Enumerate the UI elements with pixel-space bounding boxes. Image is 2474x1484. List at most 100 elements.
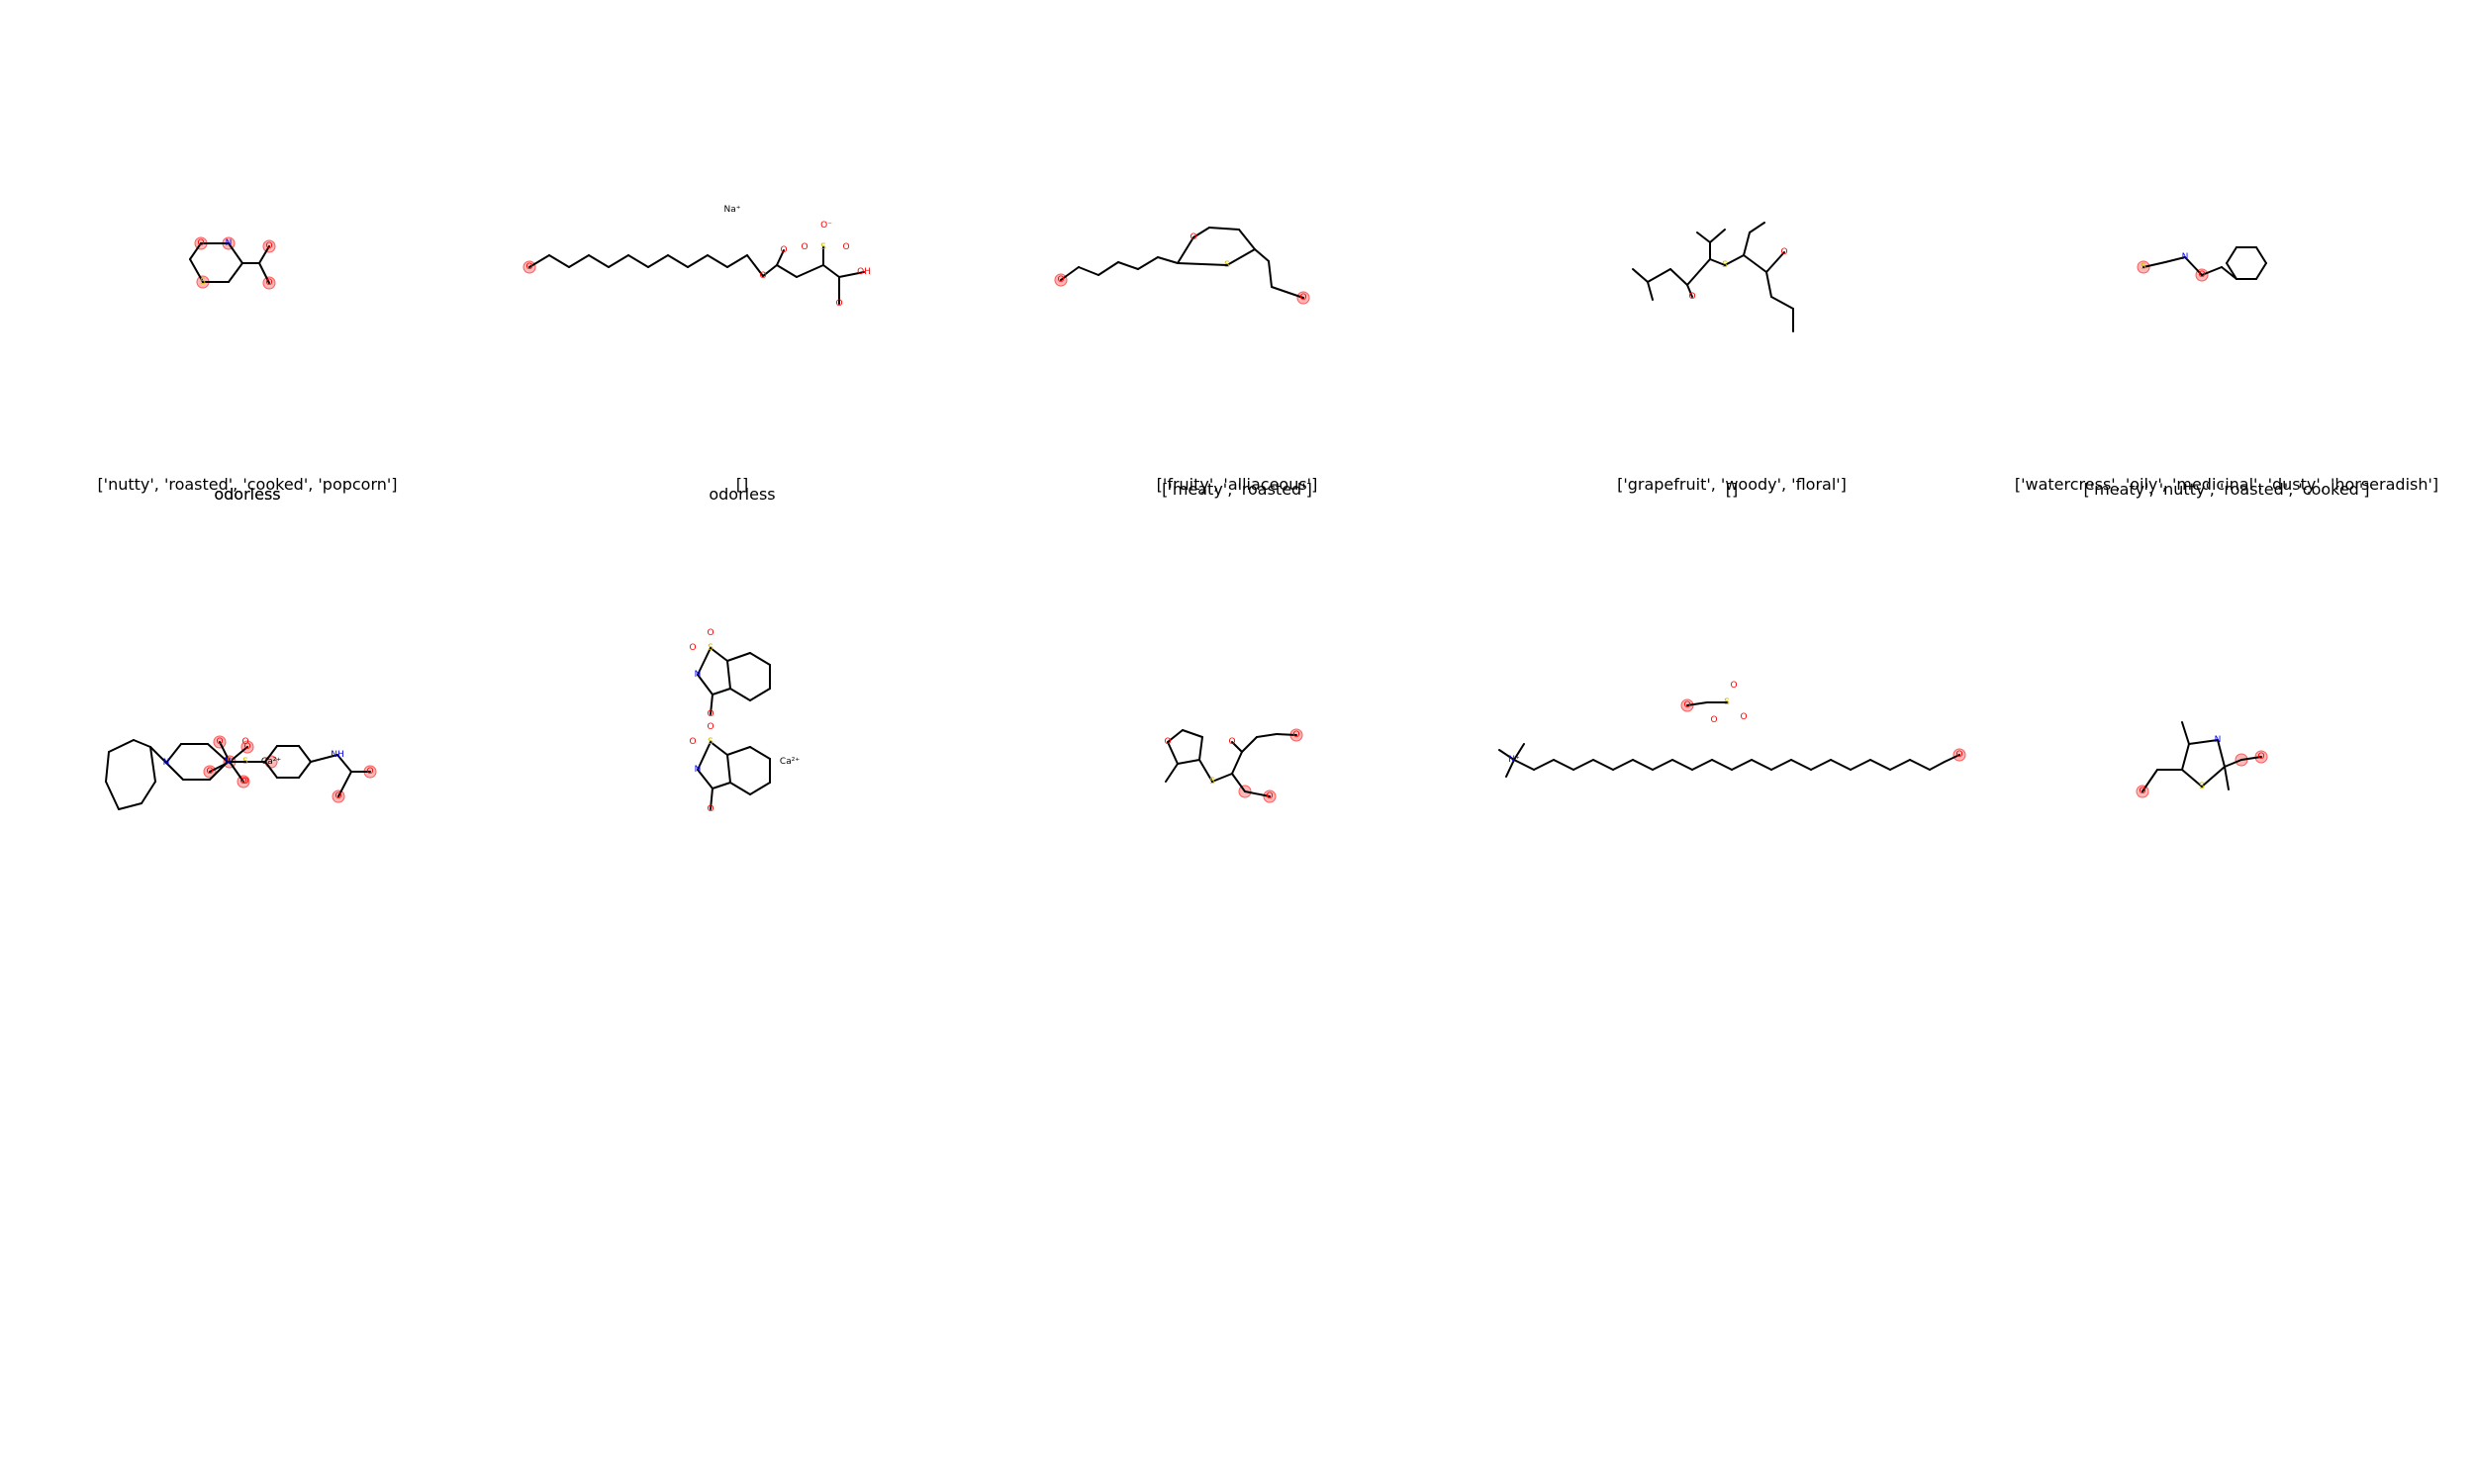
atom-label: O: [265, 278, 272, 288]
bond-line: [1929, 761, 1946, 771]
bond-line: [2240, 756, 2262, 761]
atom-label: O: [1740, 712, 1747, 722]
bond-line: [1177, 262, 1228, 266]
bond-line: [1097, 261, 1119, 276]
bond-line: [1254, 248, 1270, 262]
bond-line: [729, 782, 751, 795]
bond-line: [726, 746, 751, 756]
bond-line: [298, 745, 312, 763]
atom-label: O: [1057, 275, 1064, 285]
molecule-cell: O S O O O ['meaty', 'roasted']: [990, 480, 1484, 989]
bond-line: [1696, 232, 1711, 243]
atom-label: Ca²⁺: [261, 757, 281, 767]
bond-line: [710, 647, 728, 662]
atom-label: O: [707, 709, 714, 719]
atom-label: O: [689, 737, 696, 747]
bond-line: [1268, 260, 1273, 288]
atom-label: O: [525, 262, 532, 272]
atom-label: S: [1224, 260, 1230, 270]
bond-line: [1686, 258, 1711, 286]
bond-line: [2224, 766, 2230, 790]
atom-label: O: [2257, 752, 2264, 762]
bond-line: [697, 647, 712, 676]
bond-line: [1709, 258, 1726, 266]
bond-line: [528, 254, 550, 268]
bond-line: [1231, 773, 1246, 792]
bond-line: [776, 264, 798, 278]
bond-line: [336, 754, 352, 773]
atom-label: O: [780, 245, 787, 255]
atom-label: O⁻: [820, 221, 832, 231]
molecule-structure: N⁺O SOO OO: [1498, 681, 1966, 778]
atom-label: O: [1688, 292, 1695, 302]
bond-line: [1241, 736, 1258, 753]
atom-label: S: [242, 757, 248, 767]
bond-line: [627, 254, 649, 268]
bond-line: [1691, 759, 1713, 771]
bond-line: [337, 771, 352, 797]
bond-line: [749, 746, 771, 760]
molecule-caption: ['meaty', 'roasted']: [1162, 480, 1312, 499]
molecule-caption: ['grapefruit', 'woody', 'floral']: [1617, 475, 1847, 494]
bond-line: [1770, 296, 1794, 310]
bond-line: [2188, 739, 2219, 745]
bond-line: [1256, 733, 1278, 738]
bond-line: [1889, 759, 1911, 771]
atom-label: O: [1710, 715, 1717, 725]
atom-label: S: [2199, 782, 2205, 791]
molecule-structure: Na⁺ O O O S O⁻ O O OH O: [523, 205, 871, 309]
bond-line: [726, 652, 751, 662]
bond-line: [1572, 759, 1594, 771]
atom-label: S: [708, 737, 714, 747]
molecule-structure: N S O O: [2136, 721, 2268, 798]
bond-line: [1177, 759, 1200, 765]
atom-label: O: [707, 722, 714, 732]
atom-label: O: [241, 777, 248, 787]
bond-line: [1944, 754, 1960, 763]
bond-line: [258, 262, 270, 284]
molecule-cell: O S O O ['fruity', 'alliaceous']: [990, 0, 1484, 495]
bond-line: [697, 741, 712, 771]
atom-label: O: [1780, 247, 1787, 257]
bond-line: [1513, 743, 1525, 761]
molecule-caption: odorless: [709, 485, 776, 504]
bond-line: [1686, 701, 1708, 706]
molecule-structure: O S O O O: [1164, 728, 1303, 803]
bond-line: [1553, 759, 1574, 771]
atom-label: O: [243, 742, 250, 752]
bond-line: [710, 788, 714, 810]
atom-label: O: [197, 238, 204, 248]
bond-line: [189, 258, 204, 283]
bond-line: [1647, 268, 1671, 283]
bond-line: [1671, 759, 1693, 771]
bond-line: [729, 688, 751, 701]
bond-line: [1231, 741, 1243, 753]
bond-line: [1498, 749, 1515, 761]
bond-line: [2255, 246, 2267, 264]
bond-line: [697, 769, 714, 789]
bond-line: [1830, 759, 1852, 771]
atom-label: S: [2141, 262, 2146, 272]
molecule-structure: S NO: [2137, 246, 2267, 282]
bond-line: [548, 254, 570, 268]
bond-line: [707, 254, 728, 268]
bond-line: [1157, 256, 1179, 264]
bond-line: [2184, 256, 2203, 276]
molecule-cell: N⁺ O S O O O O[]: [1484, 480, 1979, 989]
atom-label: N: [695, 765, 702, 775]
bond-line: [1909, 759, 1931, 771]
bond-line: [1724, 254, 1745, 266]
bond-line: [697, 674, 714, 696]
atom-label: N: [2182, 252, 2189, 262]
bond-line: [2226, 246, 2237, 264]
atom-label: O: [1730, 681, 1737, 691]
molecule-caption: odorless: [214, 485, 281, 504]
bond-line: [1711, 759, 1733, 771]
bond-line: [1810, 759, 1832, 771]
bond-line: [2217, 739, 2226, 768]
bond-line: [710, 741, 728, 756]
bond-line: [1505, 759, 1515, 778]
atom-label: N: [226, 238, 233, 248]
